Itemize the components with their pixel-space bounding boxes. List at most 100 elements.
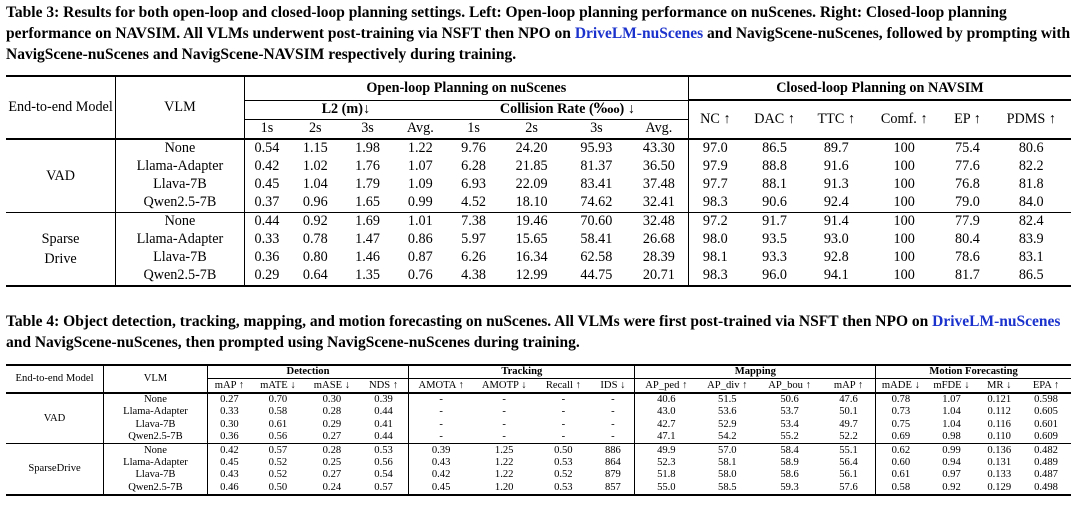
cell-value: 0.27 bbox=[322, 431, 342, 443]
closed-col-header: DAC ↑ bbox=[741, 100, 808, 140]
cell-value: 0.27 bbox=[220, 393, 239, 405]
cell-value: 0.33 bbox=[254, 231, 280, 247]
sub-col-header: AMOTP ↓ bbox=[473, 378, 536, 394]
cell-value: 86.5 bbox=[762, 140, 787, 156]
cell-value: 857 bbox=[591, 481, 636, 496]
cell-value: 12.99 bbox=[500, 266, 563, 287]
sub-col-header: 2s bbox=[289, 119, 342, 140]
cell-value: 0.110 bbox=[987, 431, 1011, 443]
cell-value: 0.489 bbox=[1034, 456, 1058, 468]
group-closed-loop: Closed-loop Planning on NAVSIM bbox=[688, 75, 1071, 101]
cell-value: 78.6 bbox=[955, 249, 980, 265]
cell-value: 20.71 bbox=[629, 266, 689, 287]
col-model-header: End-to-end Model bbox=[6, 364, 105, 394]
cell-value: 83.9 bbox=[1018, 231, 1044, 247]
cell-value: 98.3 bbox=[702, 194, 728, 210]
cell-value: 1.22 bbox=[494, 469, 514, 481]
cell-value: 59.3 bbox=[757, 481, 822, 496]
cell-value: 1.04 bbox=[302, 176, 328, 192]
cell-value: 0.92 bbox=[925, 481, 978, 496]
cell-value: 0.25 bbox=[322, 456, 342, 468]
cell-value: 4.38 bbox=[446, 266, 501, 287]
vlm-name: None bbox=[115, 138, 245, 158]
cell-value: 83.1 bbox=[1018, 249, 1044, 265]
cell-value: 36.50 bbox=[629, 157, 689, 176]
cell-value: 1.20 bbox=[473, 481, 536, 496]
cell-value: 0.52 bbox=[268, 456, 288, 468]
cell-value: 0.80 bbox=[302, 249, 328, 265]
cell-value: 83.41 bbox=[580, 176, 613, 192]
cell-value: 100 bbox=[864, 266, 944, 287]
cell-value: 6.26 bbox=[461, 249, 486, 265]
cell-value: 0.76 bbox=[393, 266, 447, 287]
cell-value: 79.0 bbox=[955, 194, 980, 210]
table-row: Llama-Adapter 0.42 1.02 1.76 1.07 6.28 21.85 81… bbox=[6, 157, 1071, 176]
table3-caption: Table 3: Results for both open-loop and … bbox=[6, 2, 1074, 65]
cell-value: 0.58 bbox=[268, 406, 288, 418]
cell-value: 0.42 bbox=[207, 443, 251, 457]
cell-value: 0.133 bbox=[987, 469, 1012, 481]
cell-value: 28.39 bbox=[629, 248, 689, 267]
table4: End-to-end Model VLM Detection Tracking Mapp… bbox=[6, 364, 1071, 496]
cell-value: - bbox=[591, 430, 636, 444]
cell-value: 92.8 bbox=[823, 249, 849, 265]
cell-value: - bbox=[439, 418, 443, 430]
cell-value: 1.04 bbox=[942, 406, 961, 418]
sub-col-header: IDS ↓ bbox=[591, 378, 636, 394]
cell-value: 97.9 bbox=[702, 158, 728, 174]
cell-value: 0.70 bbox=[268, 393, 288, 405]
cell-value: - bbox=[502, 418, 506, 430]
cell-value: 0.609 bbox=[1034, 431, 1058, 443]
cell-value: 62.58 bbox=[580, 249, 613, 265]
sub-col-header: mAP ↑ bbox=[821, 378, 877, 394]
cell-value: - bbox=[591, 406, 636, 419]
cell-value: 0.50 bbox=[535, 443, 592, 457]
table4-caption-link[interactable]: DriveLM-nuScenes bbox=[932, 313, 1061, 330]
cell-value: 95.93 bbox=[580, 140, 613, 156]
cell-value: - bbox=[439, 393, 443, 405]
table3-caption-link[interactable]: DriveLM-nuScenes bbox=[574, 25, 704, 42]
cell-value: 97.2 bbox=[688, 211, 742, 231]
closed-col-header: NC ↑ bbox=[688, 100, 742, 140]
cell-value: 56.4 bbox=[821, 456, 877, 470]
vlm-name: Qwen2.5-7B bbox=[103, 481, 208, 496]
cell-value: 55.2 bbox=[780, 431, 799, 443]
cell-value: 97.7 bbox=[702, 176, 728, 192]
cell-value: 47.1 bbox=[657, 431, 676, 443]
cell-value: 0.36 bbox=[220, 431, 239, 443]
cell-value: 0.41 bbox=[358, 418, 410, 431]
cell-value: 0.56 bbox=[268, 431, 288, 443]
cell-value: 44.75 bbox=[562, 266, 630, 287]
cell-value: 100 bbox=[893, 231, 915, 247]
table-row: Llava-7B 0.36 0.80 1.46 0.87 6.26 16.34 62.58 28… bbox=[6, 248, 1071, 267]
cell-value: 76.8 bbox=[955, 176, 980, 192]
cell-value: 49.7 bbox=[821, 418, 877, 431]
cell-value: 100 bbox=[893, 249, 915, 265]
cell-value: 1.02 bbox=[302, 158, 328, 174]
vlm-name: Qwen2.5-7B bbox=[115, 266, 245, 287]
cell-value: 0.54 bbox=[358, 469, 410, 482]
table3: End-to-end Model VLM Open-loop Planning on… bbox=[6, 75, 1071, 287]
col-vlm-header: VLM bbox=[115, 75, 245, 140]
cell-value: 1.22 bbox=[494, 456, 514, 468]
table-row: Llava-7B 0.43 0.52 0.27 0.54 0.42 1.22 0.52 879 5… bbox=[6, 469, 1071, 482]
cell-value: 98.0 bbox=[702, 231, 728, 247]
cell-value: 97.0 bbox=[702, 140, 728, 156]
cell-value: 0.87 bbox=[407, 249, 433, 265]
cell-value: 0.136 bbox=[977, 443, 1022, 457]
cell-value: 886 bbox=[591, 443, 636, 457]
sub-col-header: mADE ↓ bbox=[875, 378, 926, 394]
cell-value: 0.73 bbox=[891, 406, 911, 418]
sub-col-header: AP_ped ↑ bbox=[634, 378, 698, 394]
cell-value: 100 bbox=[893, 140, 915, 156]
cell-value: 0.29 bbox=[244, 266, 290, 287]
cell-value: - bbox=[502, 431, 506, 443]
cell-value: 0.98 bbox=[942, 431, 961, 443]
cell-value: 0.46 bbox=[207, 481, 251, 496]
cell-value: 77.9 bbox=[943, 211, 992, 231]
cell-value: 0.78 bbox=[302, 231, 328, 247]
sub-col-header: mATE ↓ bbox=[250, 378, 305, 394]
cell-value: 0.96 bbox=[302, 194, 328, 210]
cell-value: 0.116 bbox=[987, 418, 1011, 430]
cell-value: 0.39 bbox=[408, 443, 474, 457]
